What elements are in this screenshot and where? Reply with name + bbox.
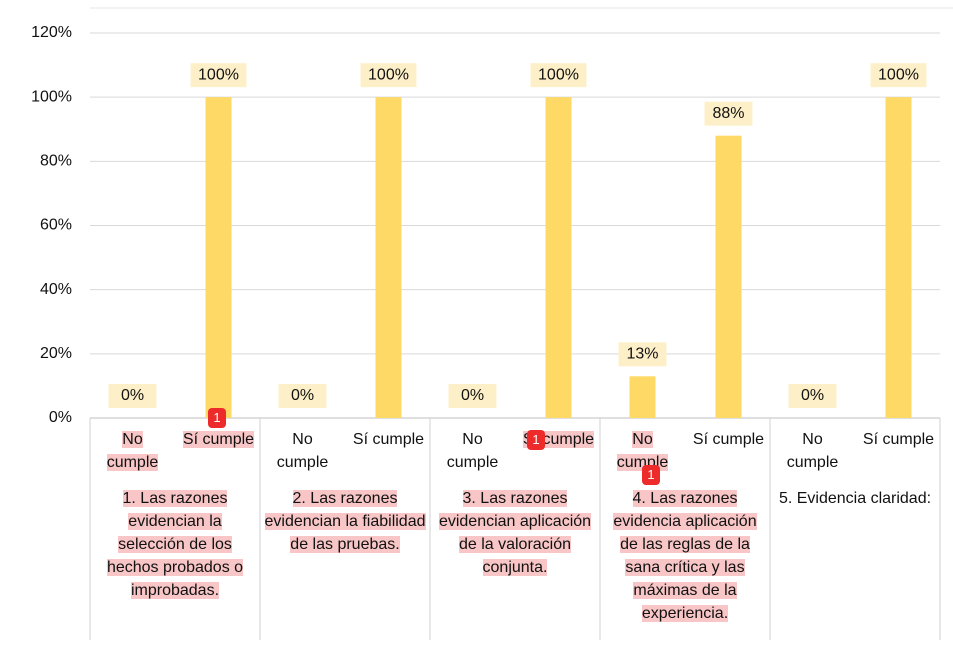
value-label-bg <box>360 63 417 88</box>
value-label: 0% <box>801 387 824 404</box>
badge: 1 <box>642 465 660 485</box>
x-tick-label-text: No cumple <box>106 431 159 471</box>
value-label-bg <box>530 63 587 88</box>
x-tick-label: Sí cumple <box>691 428 767 451</box>
bar <box>375 97 402 419</box>
bar <box>885 97 912 419</box>
value-label: 0% <box>121 387 144 404</box>
y-tick-label: 80% <box>40 153 72 170</box>
bar <box>715 135 742 418</box>
x-tick-label-text: No cumple <box>276 431 329 471</box>
value-label: 100% <box>878 66 919 83</box>
x-tick-label: No cumple <box>605 428 681 474</box>
value-label: 100% <box>538 66 579 83</box>
x-tick-label-text: Sí cumple <box>862 431 935 448</box>
group-label-text: 1. Las razones evidencian la selección d… <box>106 490 244 599</box>
group-label: 1. Las razones evidencian la selección d… <box>94 487 256 602</box>
value-label-bg <box>788 384 837 408</box>
group-label-text: 5. Evidencia claridad: <box>778 490 932 507</box>
value-label: 13% <box>626 346 658 363</box>
x-tick-label-text: Sí cumple <box>352 431 425 448</box>
value-label: 0% <box>291 387 314 404</box>
bar <box>545 97 572 419</box>
y-tick-label: 0% <box>49 409 72 426</box>
x-tick-label-text: Sí cumple <box>182 431 255 448</box>
value-label: 88% <box>712 105 744 122</box>
x-tick-label: Sí cumple <box>181 428 257 451</box>
x-tick-label: No cumple <box>265 428 341 474</box>
x-tick-label: Sí cumple <box>861 428 937 451</box>
x-tick-label: No cumple <box>775 428 851 474</box>
y-tick-label: 60% <box>40 217 72 234</box>
value-label-bg <box>870 63 927 88</box>
x-tick-label: No cumple <box>435 428 511 474</box>
badge: 1 <box>208 408 226 428</box>
x-tick-label-text: No cumple <box>446 431 499 471</box>
group-label-text: 4. Las razones evidencia aplicación de l… <box>613 490 757 622</box>
group-label-text: 2. Las razones evidencian la fiabilidad … <box>264 490 426 553</box>
value-label-bg <box>190 63 247 88</box>
group-label: 5. Evidencia claridad: <box>774 487 936 510</box>
badge-text: 1 <box>532 432 540 447</box>
x-tick-label-text: Sí cumple <box>692 431 765 448</box>
group-label: 4. Las razones evidencia aplicación de l… <box>604 487 766 625</box>
y-tick-label: 40% <box>40 281 72 298</box>
value-label: 100% <box>198 66 239 83</box>
value-label-bg <box>704 101 753 126</box>
value-label: 100% <box>368 66 409 83</box>
y-tick-label: 20% <box>40 345 72 362</box>
y-tick-label: 120% <box>31 24 72 41</box>
y-tick-label: 100% <box>31 88 72 105</box>
value-label-bg <box>108 384 157 408</box>
x-tick-label-text: No cumple <box>786 431 839 471</box>
badge-text: 1 <box>647 467 655 482</box>
x-tick-label: No cumple <box>95 428 171 474</box>
bar <box>629 376 656 418</box>
group-label: 2. Las razones evidencian la fiabilidad … <box>264 487 426 556</box>
value-label-bg <box>448 384 497 408</box>
badge: 1 <box>527 430 545 450</box>
value-label: 0% <box>461 387 484 404</box>
value-label-bg <box>618 342 667 367</box>
badge-text: 1 <box>213 410 221 425</box>
group-label: 3. Las razones evidencian aplicación de … <box>434 487 596 579</box>
x-tick-label: Sí cumple <box>351 428 427 451</box>
bar <box>205 97 232 419</box>
group-label-text: 3. Las razones evidencian aplicación de … <box>438 490 592 576</box>
value-label-bg <box>278 384 327 408</box>
